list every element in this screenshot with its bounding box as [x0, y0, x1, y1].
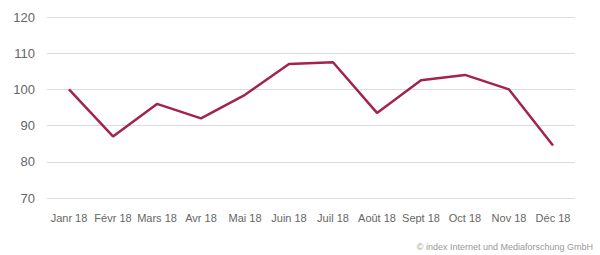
svg-text:Févr 18: Févr 18: [94, 212, 131, 224]
svg-text:Mars 18: Mars 18: [137, 212, 177, 224]
svg-text:Oct 18: Oct 18: [449, 212, 481, 224]
svg-text:90: 90: [21, 118, 35, 133]
svg-text:Juil 18: Juil 18: [317, 212, 349, 224]
svg-text:100: 100: [13, 82, 35, 97]
svg-text:Janr 18: Janr 18: [51, 212, 88, 224]
svg-text:Avr 18: Avr 18: [185, 212, 217, 224]
svg-text:Nov 18: Nov 18: [492, 212, 527, 224]
svg-text:Déc 18: Déc 18: [536, 212, 571, 224]
svg-text:110: 110: [14, 46, 35, 61]
svg-text:120: 120: [13, 10, 35, 25]
svg-text:© index Internet und Mediafors: © index Internet und Mediaforschung GmbH: [417, 242, 593, 252]
svg-text:70: 70: [21, 191, 35, 206]
svg-text:Sept 18: Sept 18: [402, 212, 440, 224]
svg-text:80: 80: [21, 154, 35, 169]
svg-text:Août 18: Août 18: [358, 212, 396, 224]
svg-text:Mai 18: Mai 18: [228, 212, 261, 224]
svg-text:Juin 18: Juin 18: [271, 212, 306, 224]
